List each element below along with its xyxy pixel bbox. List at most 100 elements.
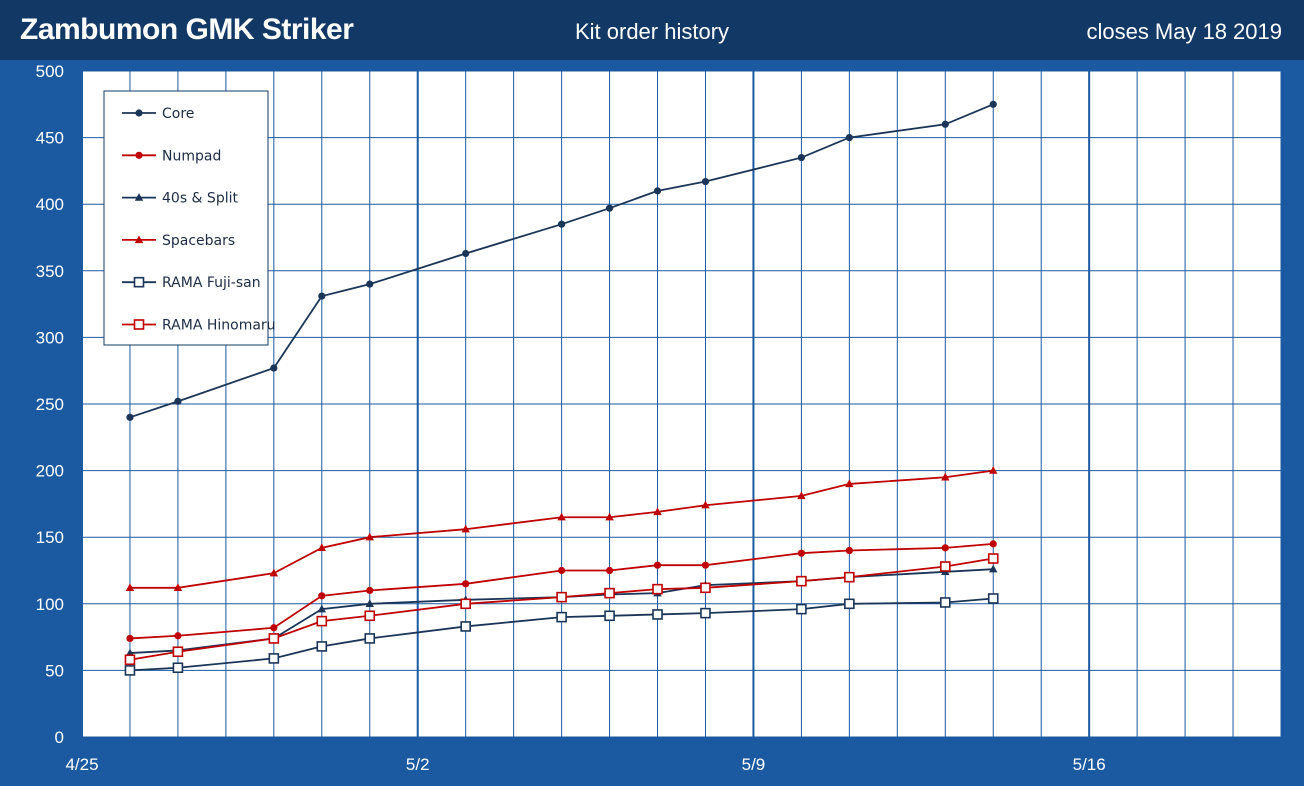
data-point [365, 599, 374, 607]
data-point [366, 586, 374, 595]
data-point [172, 662, 184, 674]
data-point [605, 512, 614, 521]
data-point [845, 479, 854, 488]
data-point [605, 204, 614, 212]
data-point [700, 607, 711, 619]
data-point [462, 249, 470, 258]
data-point [365, 532, 374, 541]
data-point [700, 582, 711, 594]
data-point [939, 597, 951, 608]
y-tick-label: 400 [36, 195, 64, 214]
data-point [557, 512, 566, 521]
data-point [125, 583, 135, 592]
data-point [317, 543, 326, 552]
x-tick-label: 4/25 [65, 755, 98, 774]
legend-entry: 40s & Split [162, 191, 238, 207]
data-point [939, 561, 951, 572]
data-point [989, 466, 998, 474]
series-line [129, 597, 994, 672]
x-tick-label: 5/16 [1073, 755, 1106, 774]
data-point [652, 609, 663, 620]
data-point [797, 153, 806, 162]
data-point [174, 397, 182, 405]
data-point [989, 540, 997, 548]
closes-label: closes [1086, 19, 1149, 44]
data-point [556, 591, 567, 603]
data-point [989, 564, 998, 573]
data-point [941, 120, 949, 128]
data-point [316, 641, 328, 652]
legend-marker [135, 151, 143, 159]
data-point [461, 524, 470, 533]
data-point [364, 633, 376, 644]
series-core [126, 100, 997, 421]
data-point [462, 580, 470, 588]
closing-date: closes May 18 2019 [1081, 19, 1282, 45]
data-point [941, 472, 950, 481]
data-point [126, 634, 134, 643]
data-point [268, 653, 280, 664]
legend-entry: RAMA Fuji-san [162, 275, 261, 291]
data-point [174, 632, 182, 640]
data-point [653, 507, 662, 516]
data-point [653, 561, 662, 569]
data-point [364, 610, 376, 622]
legend-entry: Numpad [162, 148, 221, 164]
y-tick-label: 50 [45, 661, 64, 680]
data-point [941, 544, 949, 552]
series-spacebars [125, 466, 998, 592]
data-point [989, 100, 997, 108]
chart-subtitle: Kit order history [574, 19, 730, 44]
data-point [604, 587, 615, 599]
data-point [556, 611, 567, 623]
data-point [124, 654, 136, 666]
data-point [653, 187, 662, 195]
legend-entry: Core [162, 106, 194, 122]
data-point [844, 598, 855, 610]
data-point [701, 177, 710, 186]
y-tick-label: 450 [36, 129, 64, 148]
y-tick-label: 0 [55, 728, 64, 747]
series-line [129, 103, 994, 419]
y-tick-label: 250 [36, 395, 64, 414]
data-point [558, 220, 566, 228]
header-bar: Zambumon GMK Striker Kit order history c… [0, 0, 1304, 60]
data-point [460, 621, 471, 632]
legend-marker [135, 109, 143, 117]
data-point [558, 566, 566, 575]
data-point [270, 624, 278, 632]
closes-year: 2019 [1233, 19, 1282, 44]
series-line [129, 542, 994, 640]
data-point [797, 491, 806, 500]
y-tick-label: 200 [36, 462, 64, 481]
legend: Core Numpad 40s & Split Spacebars RAMA Fuji-… [103, 90, 276, 346]
chart-title: Zambumon GMK Striker [20, 13, 354, 46]
data-point [987, 593, 999, 604]
data-point [270, 364, 278, 372]
data-point [125, 648, 135, 657]
data-point [126, 413, 134, 421]
data-point [987, 553, 999, 564]
closes-date: May 18 [1154, 19, 1228, 44]
y-tick-label: 150 [36, 528, 64, 547]
data-point [604, 610, 615, 622]
legend-entry: Spacebars [162, 233, 235, 249]
x-tick-label: 5/2 [406, 755, 430, 774]
data-point [124, 665, 136, 676]
data-point [366, 280, 374, 288]
legend-marker [133, 319, 145, 330]
data-point [797, 549, 806, 557]
data-point [173, 583, 183, 592]
y-tick-label: 300 [36, 328, 64, 347]
y-tick-label: 100 [36, 595, 64, 614]
series-rama-fuji-san [124, 593, 999, 676]
data-point [316, 615, 328, 627]
data-point [796, 603, 807, 615]
data-point [317, 604, 326, 613]
legend-marker [134, 193, 144, 201]
data-point [268, 633, 280, 644]
data-point [460, 598, 471, 610]
x-tick-label: 5/9 [742, 755, 766, 774]
